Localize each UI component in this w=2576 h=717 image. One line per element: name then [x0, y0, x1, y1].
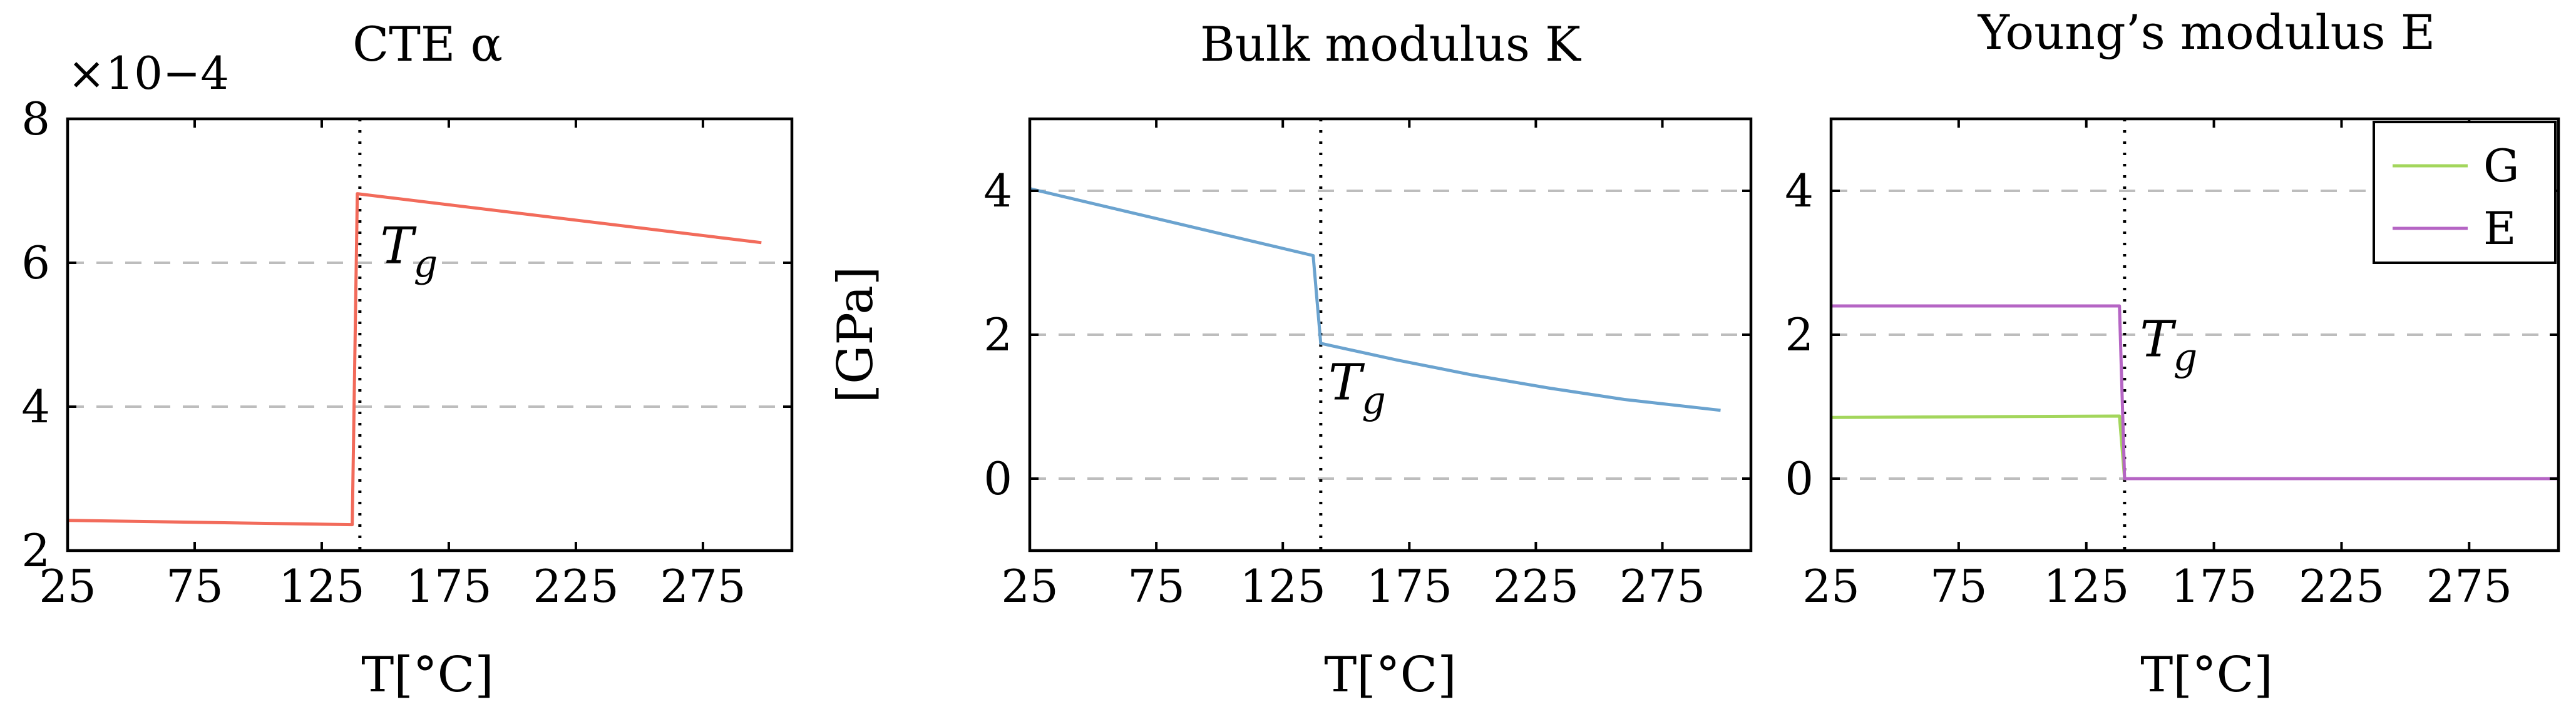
x-tick-label: 125: [1239, 560, 1325, 613]
y-tick-label: 8: [21, 93, 50, 145]
y-tick-label: 0: [1785, 452, 1814, 505]
y-axis-label: [GPa]: [828, 267, 884, 404]
x-tick-label: 75: [1127, 560, 1185, 613]
x-tick-label: 125: [279, 560, 364, 613]
y-tick-label: 2: [983, 308, 1012, 361]
x-axis-label: T[°C]: [1324, 647, 1457, 703]
x-tick-label: 75: [166, 560, 223, 613]
x-tick-label: 225: [2299, 560, 2384, 613]
legend-label: G: [2483, 140, 2520, 192]
x-tick-label: 275: [660, 560, 746, 613]
x-tick-label: 225: [1493, 560, 1579, 613]
bulk-modulus-chart-panel: Bulk modulus K [GPa] T[°C] 25 75 125 175 225…: [828, 16, 1753, 703]
tg-label: Tg: [2140, 310, 2197, 380]
series-line-E: [1831, 304, 2558, 481]
y-tick-label: 4: [21, 380, 50, 433]
y-tick-label: 6: [21, 236, 50, 289]
series-line: [67, 192, 762, 527]
youngs-modulus-chart-panel: Young’s modulus E T[°C] 25 75 125 175 225 275…: [1785, 4, 2560, 703]
x-tick-label: 175: [2171, 560, 2257, 613]
x-axis-label: T[°C]: [361, 647, 494, 703]
x-tick-label: 125: [2043, 560, 2129, 613]
x-tick-label: 275: [1619, 560, 1705, 613]
tg-label: Tg: [1328, 353, 1386, 423]
series-line: [1029, 187, 1721, 412]
chart-title: CTE α: [352, 16, 503, 72]
series-line-G: [1830, 414, 2558, 481]
y-tick-label: 0: [983, 452, 1012, 505]
y-tick-label: 4: [1785, 165, 1814, 217]
x-tick-label: 175: [406, 560, 491, 613]
x-tick-label: 75: [1930, 560, 1988, 613]
x-axis-label: T[°C]: [2140, 647, 2273, 703]
chart-title: Bulk modulus K: [1200, 16, 1581, 72]
tg-label: Tg: [380, 216, 438, 286]
x-tick-label: 275: [2426, 560, 2512, 613]
y-tick-label: 4: [983, 165, 1012, 217]
plot-frame: [66, 117, 794, 552]
chart-title: Young’s modulus E: [1978, 4, 2436, 60]
x-tick-label: 175: [1367, 560, 1452, 613]
y-tick-label: 2: [21, 524, 50, 577]
legend: GE: [2373, 121, 2557, 264]
y-tick-label: 2: [1785, 308, 1814, 361]
x-tick-label: 225: [533, 560, 618, 613]
x-tick-label: 25: [39, 560, 96, 613]
cte-chart-panel: CTE α ×10−4 T[°C] 25 75 125 175 225 275 2 4 6 8 Tg: [21, 16, 794, 703]
y-multiplier-label: ×10−4: [68, 47, 229, 99]
legend-box: [2373, 121, 2557, 264]
x-tick-label: 25: [1001, 560, 1059, 613]
x-tick-label: 25: [1802, 560, 1860, 613]
legend-label: E: [2483, 202, 2517, 255]
